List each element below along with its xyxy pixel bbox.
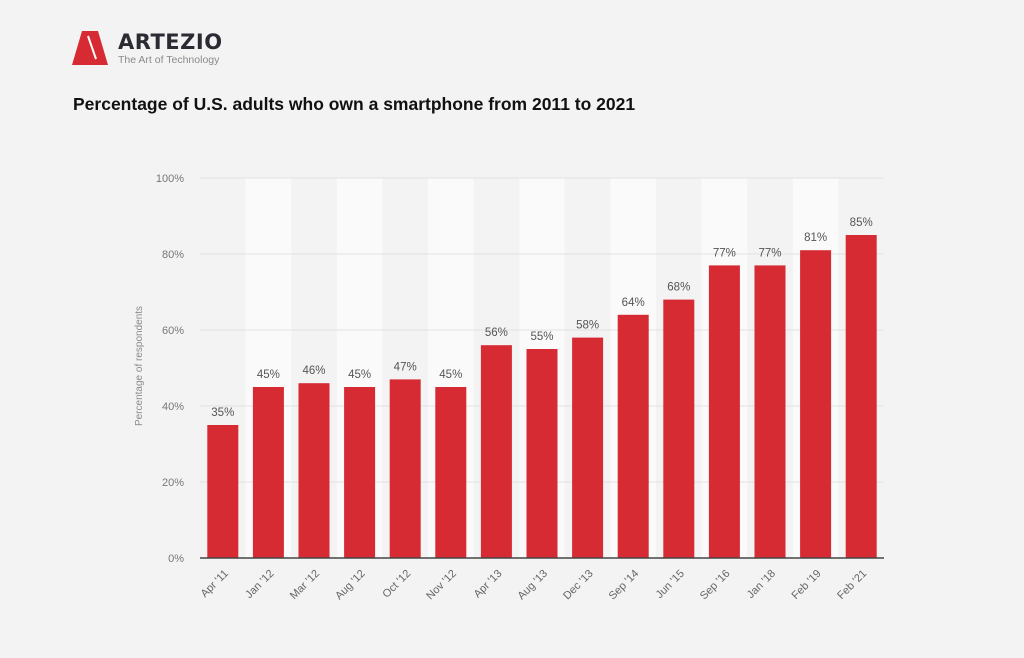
bar [663, 299, 695, 558]
data-label: 64% [622, 297, 645, 309]
x-tick-label: Nov '12 [424, 568, 459, 603]
x-tick-label: Oct '12 [380, 568, 413, 601]
data-label: 68% [667, 282, 690, 294]
data-label: 45% [257, 369, 280, 381]
bar [480, 345, 512, 558]
data-label: 55% [530, 331, 553, 343]
bar [298, 383, 330, 558]
y-tick-label: 100% [156, 173, 184, 185]
y-tick-label: 0% [168, 553, 184, 565]
x-tick-label: Jan '18 [745, 568, 778, 601]
data-label: 77% [758, 247, 781, 259]
bar [617, 314, 649, 558]
data-label: 45% [439, 369, 462, 381]
y-axis-label: Percentage of respondents [134, 306, 145, 426]
bar [344, 387, 376, 558]
brand-name: ARTEZIO [118, 30, 223, 54]
data-label: 47% [394, 361, 417, 373]
bar [708, 265, 740, 558]
x-tick-label: Aug '12 [333, 568, 368, 603]
bar [389, 379, 421, 558]
x-tick-label: Apr '13 [472, 568, 505, 601]
bar [800, 250, 832, 558]
bar [526, 349, 558, 558]
data-label: 58% [576, 320, 599, 332]
bar [572, 337, 604, 558]
data-label: 81% [804, 232, 827, 244]
data-label: 45% [348, 369, 371, 381]
x-tick-label: Aug '13 [515, 568, 550, 603]
y-tick-label: 40% [162, 401, 184, 413]
data-label: 46% [302, 365, 325, 377]
y-tick-label: 20% [162, 477, 184, 489]
artezio-triangle-logo-icon [72, 31, 108, 65]
bar [207, 425, 239, 558]
x-tick-label: Apr '11 [199, 568, 231, 600]
x-tick-label: Feb '21 [835, 568, 869, 602]
x-tick-label: Sep '14 [607, 568, 642, 603]
bar [435, 387, 467, 558]
data-label: 56% [485, 327, 508, 339]
x-tick-label: Feb '19 [790, 568, 824, 602]
y-tick-label: 60% [162, 325, 184, 337]
x-tick-label: Mar '12 [288, 568, 322, 602]
brand-tagline: The Art of Technology [118, 54, 220, 66]
brand-logo: ARTEZIO The Art of Technology [72, 31, 223, 66]
y-tick-label: 80% [162, 249, 184, 261]
x-tick-label: Dec '13 [561, 568, 596, 603]
bar [754, 265, 786, 558]
chart-title: Percentage of U.S. adults who own a smar… [73, 94, 636, 114]
data-label: 85% [850, 217, 873, 229]
data-label: 35% [211, 407, 234, 419]
bar [845, 235, 877, 558]
x-tick-label: Sep '16 [698, 568, 733, 603]
bar [252, 387, 284, 558]
x-tick-label: Jan '12 [243, 568, 276, 601]
x-tick-label: Jun '15 [654, 568, 687, 601]
data-label: 77% [713, 247, 736, 259]
